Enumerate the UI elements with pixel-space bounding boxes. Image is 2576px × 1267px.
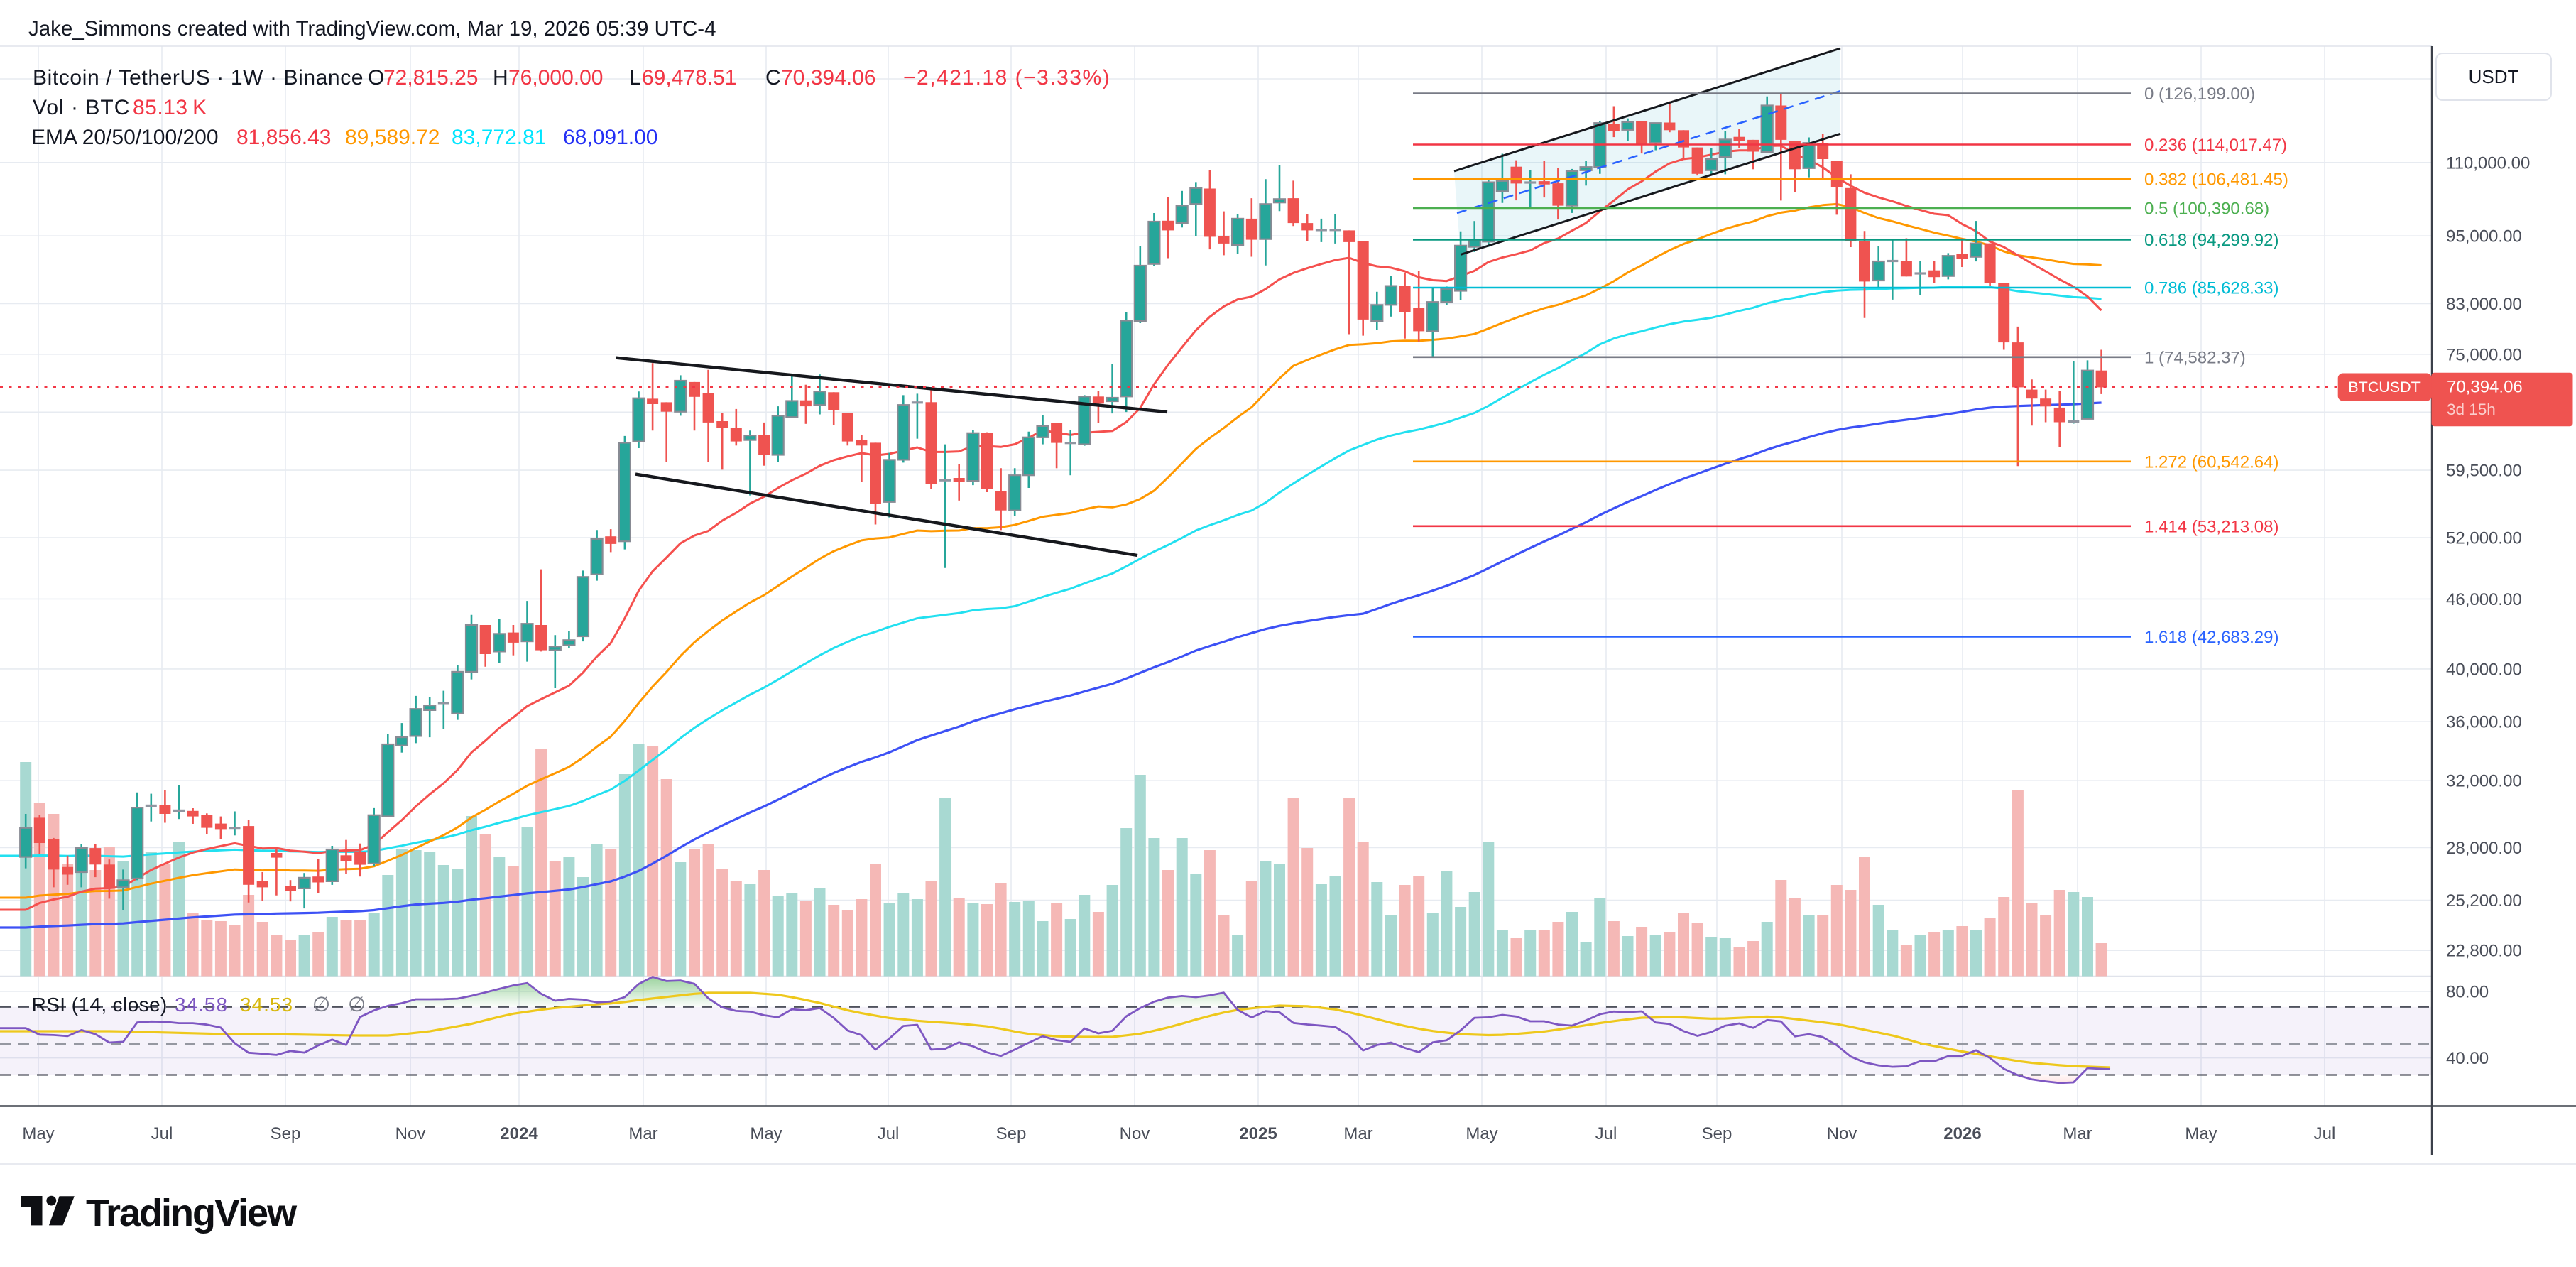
svg-text:34.53: 34.53: [240, 994, 293, 1016]
svg-text:72,815.25: 72,815.25: [383, 66, 478, 89]
svg-text:Jul: Jul: [878, 1124, 900, 1143]
svg-text:1.414 (53,213.08): 1.414 (53,213.08): [2144, 517, 2278, 536]
svg-text:Mar: Mar: [1343, 1124, 1372, 1143]
svg-text:0 (126,199.00): 0 (126,199.00): [2144, 85, 2255, 104]
svg-text:Bitcoin / TetherUS · 1W · Bina: Bitcoin / TetherUS · 1W · Binance: [33, 66, 364, 89]
svg-text:52,000.00: 52,000.00: [2446, 529, 2522, 548]
svg-text:C: C: [765, 66, 781, 89]
svg-text:Sep: Sep: [271, 1124, 301, 1143]
svg-text:USDT: USDT: [2469, 66, 2519, 87]
svg-text:85.13 K: 85.13 K: [133, 96, 207, 119]
svg-text:76,000.00: 76,000.00: [508, 66, 603, 89]
svg-text:70,394.06: 70,394.06: [2447, 378, 2523, 397]
svg-text:1.618 (42,683.29): 1.618 (42,683.29): [2144, 628, 2278, 647]
svg-text:0.5 (100,390.68): 0.5 (100,390.68): [2144, 200, 2269, 219]
svg-text:Nov: Nov: [395, 1124, 426, 1143]
svg-text:Mar: Mar: [628, 1124, 657, 1143]
svg-text:Nov: Nov: [1827, 1124, 1857, 1143]
svg-text:80.00: 80.00: [2446, 982, 2489, 1001]
svg-text:BTCUSDT: BTCUSDT: [2348, 379, 2421, 396]
svg-text:110,000.00: 110,000.00: [2446, 153, 2530, 173]
svg-text:Jul: Jul: [2314, 1124, 2336, 1143]
svg-text:Jul: Jul: [1595, 1124, 1617, 1143]
svg-text:∅: ∅: [312, 994, 330, 1016]
svg-text:RSI (14, close): RSI (14, close): [32, 994, 168, 1016]
svg-text:95,000.00: 95,000.00: [2446, 227, 2522, 246]
svg-text:89,589.72: 89,589.72: [345, 126, 440, 149]
svg-text:25,200.00: 25,200.00: [2446, 891, 2522, 910]
svg-text:Vol · BTC: Vol · BTC: [33, 96, 130, 119]
svg-text:L: L: [629, 66, 641, 89]
svg-text:2026: 2026: [1943, 1124, 1981, 1143]
svg-text:∅: ∅: [348, 994, 366, 1016]
svg-text:0.618 (94,299.92): 0.618 (94,299.92): [2144, 231, 2278, 250]
svg-text:40,000.00: 40,000.00: [2446, 660, 2522, 679]
svg-text:1.272 (60,542.64): 1.272 (60,542.64): [2144, 452, 2278, 472]
svg-text:34.58: 34.58: [175, 994, 228, 1016]
svg-text:36,000.00: 36,000.00: [2446, 713, 2522, 732]
svg-text:H: H: [493, 66, 508, 89]
svg-text:3d 15h: 3d 15h: [2447, 401, 2496, 418]
svg-text:−2,421.18 (−3.33%): −2,421.18 (−3.33%): [903, 66, 1110, 89]
svg-text:22,800.00: 22,800.00: [2446, 942, 2522, 961]
svg-text:75,000.00: 75,000.00: [2446, 345, 2522, 364]
svg-text:83,772.81: 83,772.81: [452, 126, 546, 149]
svg-text:40.00: 40.00: [2446, 1049, 2489, 1068]
svg-text:69,478.51: 69,478.51: [642, 66, 736, 89]
svg-text:Sep: Sep: [996, 1124, 1027, 1143]
svg-text:Mar: Mar: [2063, 1124, 2092, 1143]
svg-text:Sep: Sep: [1702, 1124, 1732, 1143]
svg-text:Jul: Jul: [151, 1124, 173, 1143]
svg-text:0.236 (114,017.47): 0.236 (114,017.47): [2144, 136, 2287, 155]
svg-text:May: May: [1466, 1124, 1497, 1143]
svg-text:81,856.43: 81,856.43: [236, 126, 331, 149]
svg-text:2024: 2024: [500, 1124, 538, 1143]
svg-text:May: May: [750, 1124, 782, 1143]
svg-text:83,000.00: 83,000.00: [2446, 295, 2522, 314]
svg-text:Jake_Simmons created with Trad: Jake_Simmons created with TradingView.co…: [28, 17, 716, 40]
svg-text:TradingView: TradingView: [86, 1192, 298, 1234]
svg-text:May: May: [2185, 1124, 2217, 1143]
svg-text:EMA 20/50/100/200: EMA 20/50/100/200: [31, 126, 219, 149]
svg-text:70,394.06: 70,394.06: [781, 66, 875, 89]
svg-text:Nov: Nov: [1120, 1124, 1150, 1143]
svg-text:May: May: [22, 1124, 54, 1143]
svg-text:0.786 (85,628.33): 0.786 (85,628.33): [2144, 279, 2278, 298]
svg-text:O: O: [368, 66, 384, 89]
svg-text:46,000.00: 46,000.00: [2446, 590, 2522, 609]
svg-text:0.382 (106,481.45): 0.382 (106,481.45): [2144, 170, 2288, 190]
svg-text:68,091.00: 68,091.00: [563, 126, 657, 149]
svg-text:1 (74,582.37): 1 (74,582.37): [2144, 348, 2246, 367]
svg-text:28,000.00: 28,000.00: [2446, 839, 2522, 858]
svg-text:59,500.00: 59,500.00: [2446, 462, 2522, 481]
svg-text:2025: 2025: [1239, 1124, 1277, 1143]
svg-text:32,000.00: 32,000.00: [2446, 772, 2522, 791]
